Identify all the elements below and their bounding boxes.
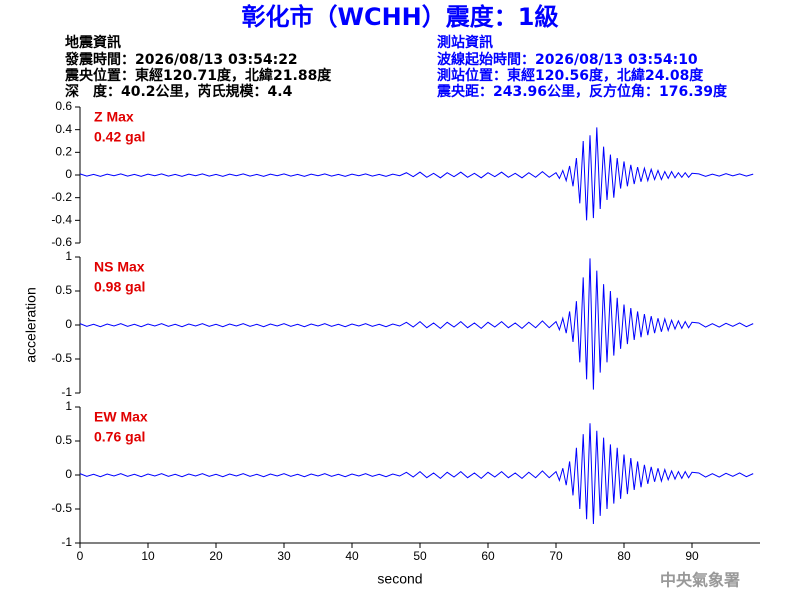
y-tick-label: 1 [65,249,72,263]
info-line: 地震資訊 [65,34,121,51]
y-tick-label: -0.5 [51,351,72,365]
x-axis-label: second [377,571,422,587]
y-tick-label: 0.5 [55,433,72,447]
footer: 中央氣象署 [660,571,740,590]
info-line: 震央距：243.96公里，反方位角：176.39度 [436,83,728,100]
x-tick-label: 70 [549,549,563,563]
y-tick-label: 0.6 [55,99,72,113]
y-tick-label: -0.6 [51,235,72,249]
waveform [79,258,754,390]
y-tick-label: 0.4 [55,122,72,136]
annotation: 0.42 gal [94,129,145,145]
x-tick-label: 20 [209,549,223,563]
x-tick-label: 10 [141,549,155,563]
x-tick-label: 90 [685,549,699,563]
y-tick-label: 0 [65,167,72,181]
info-line: 發震時間：2026/08/13 03:54:22 [64,51,298,68]
y-tick-label: -1 [61,385,72,399]
annotation: NS Max [94,259,145,275]
x-tick-label: 80 [617,549,631,563]
annotation: 0.76 gal [94,429,145,445]
y-tick-label: 0 [65,467,72,481]
x-tick-label: 30 [277,549,291,563]
info-line: 測站位置：東經120.56度，北緯24.08度 [437,67,704,84]
x-tick-label: 40 [345,549,359,563]
waveform [79,127,754,221]
y-tick-label: 1 [65,399,72,413]
y-tick-label: -0.4 [51,213,72,227]
y-tick-label: 0.5 [55,283,72,297]
x-tick-label: 60 [481,549,495,563]
info-line: 測站資訊 [437,34,493,51]
y-tick-label: -1 [61,535,72,549]
x-tick-label: 50 [413,549,427,563]
y-tick-label: 0 [65,317,72,331]
y-tick-label: -0.5 [51,501,72,515]
y-tick-label: -0.2 [51,190,72,204]
chart-title: 彰化市（WCHH）震度：1級 [242,3,559,31]
annotation: 0.98 gal [94,279,145,295]
x-tick-label: 0 [77,549,84,563]
info-line: 深 度：40.2公里，芮氏規模：4.4 [65,83,293,100]
info-line: 震央位置：東經120.71度，北緯21.88度 [64,67,332,84]
y-axis-label: acceleration [23,287,39,363]
y-tick-label: 0.2 [55,145,72,159]
waveform [79,423,754,524]
annotation: EW Max [94,409,148,425]
annotation: Z Max [94,109,134,125]
info-line: 波線起始時間：2026/08/13 03:54:10 [437,51,698,68]
